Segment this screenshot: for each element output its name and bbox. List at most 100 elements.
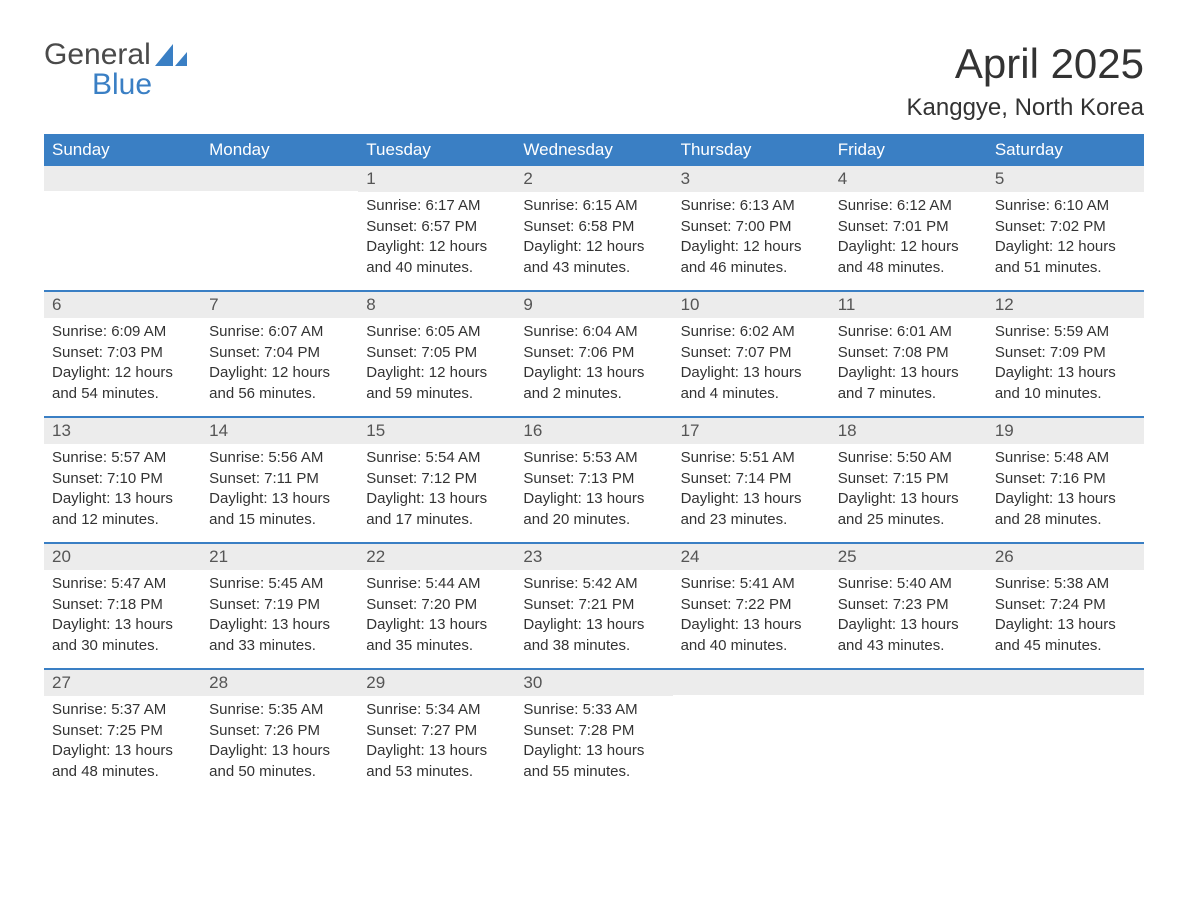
daylight2-line: and 56 minutes.: [209, 384, 350, 404]
sunset-line: Sunset: 7:27 PM: [366, 721, 507, 741]
sunset-line: Sunset: 7:25 PM: [52, 721, 193, 741]
day-header-row: Sunday Monday Tuesday Wednesday Thursday…: [44, 134, 1144, 166]
title-block: April 2025 Kanggye, North Korea: [907, 40, 1144, 122]
daylight1-line: Daylight: 13 hours: [681, 363, 822, 383]
logo-text-blue: Blue: [92, 70, 187, 100]
sunset-line: Sunset: 7:16 PM: [995, 469, 1136, 489]
day-number: 10: [673, 292, 830, 318]
sunset-line: Sunset: 7:01 PM: [838, 217, 979, 237]
calendar-cell: 4Sunrise: 6:12 AMSunset: 7:01 PMDaylight…: [830, 166, 987, 290]
sunrise-line: Sunrise: 6:12 AM: [838, 196, 979, 216]
week-row: 20Sunrise: 5:47 AMSunset: 7:18 PMDayligh…: [44, 542, 1144, 668]
sunset-line: Sunset: 7:03 PM: [52, 343, 193, 363]
sunrise-line: Sunrise: 5:35 AM: [209, 700, 350, 720]
sunset-line: Sunset: 7:18 PM: [52, 595, 193, 615]
sunset-line: Sunset: 7:06 PM: [523, 343, 664, 363]
daylight1-line: Daylight: 13 hours: [523, 615, 664, 635]
day-number: 27: [44, 670, 201, 696]
sunset-line: Sunset: 7:15 PM: [838, 469, 979, 489]
calendar-cell: 6Sunrise: 6:09 AMSunset: 7:03 PMDaylight…: [44, 292, 201, 416]
sunrise-line: Sunrise: 6:04 AM: [523, 322, 664, 342]
cell-body: Sunrise: 5:47 AMSunset: 7:18 PMDaylight:…: [44, 570, 201, 664]
day-number: [830, 670, 987, 695]
brand-logo: General Blue: [44, 40, 187, 100]
sunrise-line: Sunrise: 5:38 AM: [995, 574, 1136, 594]
week-row: 6Sunrise: 6:09 AMSunset: 7:03 PMDaylight…: [44, 290, 1144, 416]
sunrise-line: Sunrise: 5:48 AM: [995, 448, 1136, 468]
cell-body: Sunrise: 5:35 AMSunset: 7:26 PMDaylight:…: [201, 696, 358, 790]
cell-body: Sunrise: 6:15 AMSunset: 6:58 PMDaylight:…: [515, 192, 672, 286]
daylight2-line: and 59 minutes.: [366, 384, 507, 404]
calendar-cell: 20Sunrise: 5:47 AMSunset: 7:18 PMDayligh…: [44, 544, 201, 668]
sunset-line: Sunset: 7:04 PM: [209, 343, 350, 363]
cell-body: Sunrise: 5:33 AMSunset: 7:28 PMDaylight:…: [515, 696, 672, 790]
day-number: [987, 670, 1144, 695]
day-number: 9: [515, 292, 672, 318]
daylight2-line: and 40 minutes.: [366, 258, 507, 278]
sunrise-line: Sunrise: 5:42 AM: [523, 574, 664, 594]
cell-body: Sunrise: 5:48 AMSunset: 7:16 PMDaylight:…: [987, 444, 1144, 538]
dayhead-tuesday: Tuesday: [358, 134, 515, 166]
day-number: [673, 670, 830, 695]
cell-body: Sunrise: 5:45 AMSunset: 7:19 PMDaylight:…: [201, 570, 358, 664]
sunset-line: Sunset: 7:24 PM: [995, 595, 1136, 615]
cell-body: Sunrise: 6:05 AMSunset: 7:05 PMDaylight:…: [358, 318, 515, 412]
cell-body: Sunrise: 6:09 AMSunset: 7:03 PMDaylight:…: [44, 318, 201, 412]
week-row: 13Sunrise: 5:57 AMSunset: 7:10 PMDayligh…: [44, 416, 1144, 542]
sunset-line: Sunset: 7:13 PM: [523, 469, 664, 489]
calendar-cell: 19Sunrise: 5:48 AMSunset: 7:16 PMDayligh…: [987, 418, 1144, 542]
calendar-cell: 21Sunrise: 5:45 AMSunset: 7:19 PMDayligh…: [201, 544, 358, 668]
calendar-cell: 22Sunrise: 5:44 AMSunset: 7:20 PMDayligh…: [358, 544, 515, 668]
day-number: 6: [44, 292, 201, 318]
cell-body: Sunrise: 6:07 AMSunset: 7:04 PMDaylight:…: [201, 318, 358, 412]
sunrise-line: Sunrise: 5:33 AM: [523, 700, 664, 720]
day-number: 21: [201, 544, 358, 570]
sunset-line: Sunset: 7:08 PM: [838, 343, 979, 363]
calendar-cell: 24Sunrise: 5:41 AMSunset: 7:22 PMDayligh…: [673, 544, 830, 668]
daylight2-line: and 30 minutes.: [52, 636, 193, 656]
sunset-line: Sunset: 7:00 PM: [681, 217, 822, 237]
daylight2-line: and 17 minutes.: [366, 510, 507, 530]
calendar-cell: 29Sunrise: 5:34 AMSunset: 7:27 PMDayligh…: [358, 670, 515, 794]
calendar-cell: 7Sunrise: 6:07 AMSunset: 7:04 PMDaylight…: [201, 292, 358, 416]
daylight2-line: and 35 minutes.: [366, 636, 507, 656]
page-header: General Blue April 2025 Kanggye, North K…: [44, 40, 1144, 122]
sunrise-line: Sunrise: 5:41 AM: [681, 574, 822, 594]
dayhead-saturday: Saturday: [987, 134, 1144, 166]
sunrise-line: Sunrise: 5:51 AM: [681, 448, 822, 468]
sunrise-line: Sunrise: 5:44 AM: [366, 574, 507, 594]
cell-body: Sunrise: 5:40 AMSunset: 7:23 PMDaylight:…: [830, 570, 987, 664]
calendar-cell: 17Sunrise: 5:51 AMSunset: 7:14 PMDayligh…: [673, 418, 830, 542]
calendar-cell: [830, 670, 987, 794]
daylight1-line: Daylight: 13 hours: [995, 363, 1136, 383]
daylight1-line: Daylight: 13 hours: [838, 363, 979, 383]
calendar-cell: [44, 166, 201, 290]
day-number: 24: [673, 544, 830, 570]
sunrise-line: Sunrise: 6:02 AM: [681, 322, 822, 342]
daylight1-line: Daylight: 13 hours: [209, 489, 350, 509]
sunrise-line: Sunrise: 5:40 AM: [838, 574, 979, 594]
calendar-cell: 16Sunrise: 5:53 AMSunset: 7:13 PMDayligh…: [515, 418, 672, 542]
day-number: 22: [358, 544, 515, 570]
logo-text-general: General: [44, 40, 151, 70]
sunrise-line: Sunrise: 6:05 AM: [366, 322, 507, 342]
week-row: 27Sunrise: 5:37 AMSunset: 7:25 PMDayligh…: [44, 668, 1144, 794]
cell-body: Sunrise: 6:17 AMSunset: 6:57 PMDaylight:…: [358, 192, 515, 286]
day-number: 8: [358, 292, 515, 318]
day-number: 5: [987, 166, 1144, 192]
day-number: 7: [201, 292, 358, 318]
cell-body: Sunrise: 6:04 AMSunset: 7:06 PMDaylight:…: [515, 318, 672, 412]
sunrise-line: Sunrise: 5:59 AM: [995, 322, 1136, 342]
daylight2-line: and 33 minutes.: [209, 636, 350, 656]
calendar-cell: 10Sunrise: 6:02 AMSunset: 7:07 PMDayligh…: [673, 292, 830, 416]
dayhead-wednesday: Wednesday: [515, 134, 672, 166]
daylight2-line: and 54 minutes.: [52, 384, 193, 404]
calendar-cell: 27Sunrise: 5:37 AMSunset: 7:25 PMDayligh…: [44, 670, 201, 794]
daylight1-line: Daylight: 12 hours: [366, 237, 507, 257]
daylight1-line: Daylight: 13 hours: [681, 615, 822, 635]
day-number: 12: [987, 292, 1144, 318]
dayhead-thursday: Thursday: [673, 134, 830, 166]
daylight2-line: and 20 minutes.: [523, 510, 664, 530]
sunrise-line: Sunrise: 6:09 AM: [52, 322, 193, 342]
cell-body: Sunrise: 6:13 AMSunset: 7:00 PMDaylight:…: [673, 192, 830, 286]
